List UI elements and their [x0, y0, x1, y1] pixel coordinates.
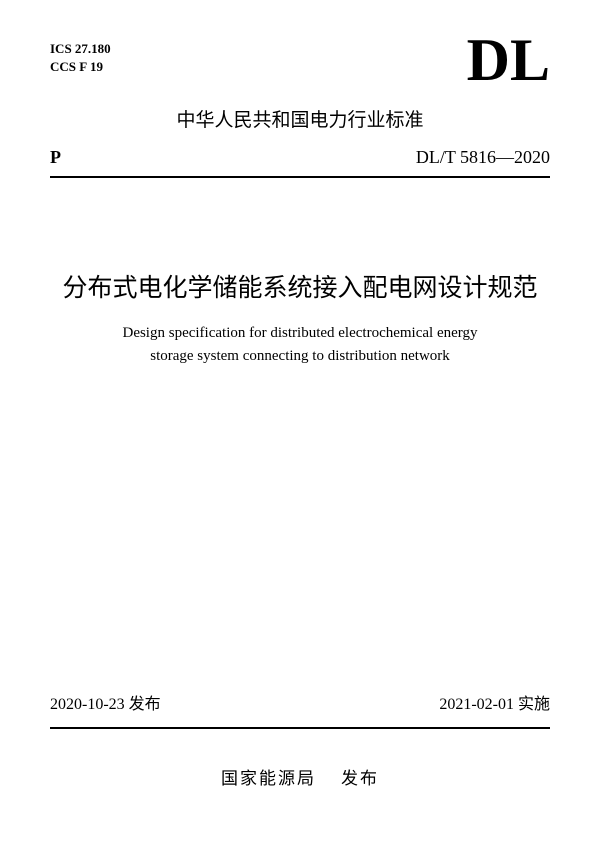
title-english-line1: Design specification for distributed ele… — [50, 322, 550, 345]
dl-logo: DL — [467, 30, 550, 90]
title-english-line2: storage system connecting to distributio… — [50, 345, 550, 368]
publisher-action: 发布 — [341, 769, 379, 788]
implement-date-block: 2021-02-01 实施 — [439, 690, 550, 714]
publish-date-block: 2020-10-23 发布 — [50, 690, 161, 714]
title-section: 分布式电化学储能系统接入配电网设计规范 Design specification… — [50, 268, 550, 367]
top-rule — [50, 176, 550, 178]
industry-standard-title: 中华人民共和国电力行业标准 — [50, 105, 550, 132]
ccs-code: CCS F 19 — [50, 58, 111, 76]
publish-date: 2020-10-23 — [50, 696, 125, 713]
ics-ccs-block: ICS 27.180 CCS F 19 — [50, 40, 111, 76]
publish-label: 发布 — [129, 696, 161, 713]
bottom-rule — [50, 727, 550, 729]
classification-letter: P — [50, 147, 61, 168]
standard-number: DL/T 5816—2020 — [416, 147, 550, 168]
top-header: ICS 27.180 CCS F 19 DL — [50, 40, 550, 90]
standard-code-row: P DL/T 5816—2020 — [50, 147, 550, 168]
publisher-org: 国家能源局 — [221, 769, 316, 788]
implement-label: 实施 — [518, 696, 550, 713]
title-chinese: 分布式电化学储能系统接入配电网设计规范 — [50, 268, 550, 304]
ics-code: ICS 27.180 — [50, 40, 111, 58]
publisher-line: 国家能源局 发布 — [0, 764, 600, 789]
title-english: Design specification for distributed ele… — [50, 322, 550, 367]
dates-row: 2020-10-23 发布 2021-02-01 实施 — [50, 690, 550, 714]
implement-date: 2021-02-01 — [439, 696, 514, 713]
